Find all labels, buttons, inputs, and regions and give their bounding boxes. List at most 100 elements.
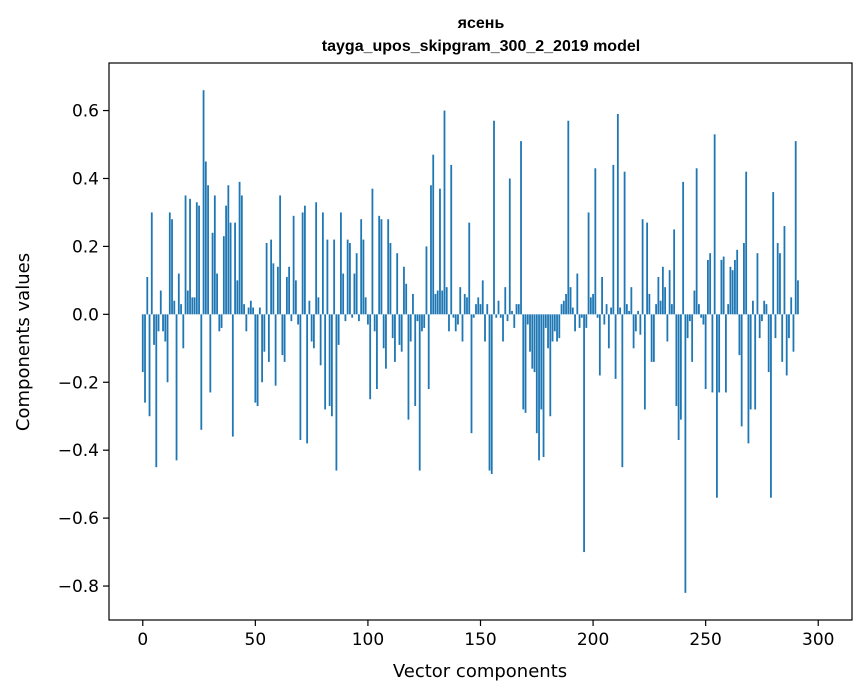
- bar-component-137: [450, 164, 453, 315]
- bar-component-246: [695, 168, 698, 315]
- bar-component-18: [182, 314, 185, 349]
- bar-component-41: [234, 222, 236, 315]
- bar-component-255: [716, 314, 718, 498]
- bar-component-181: [549, 314, 552, 417]
- bar-component-81: [324, 314, 327, 410]
- bar-component-197: [585, 314, 588, 328]
- bar-component-148: [475, 304, 477, 315]
- bar-component-30: [209, 314, 212, 393]
- bar-component-37: [225, 205, 227, 315]
- y-tick-label: −0.8: [58, 577, 99, 597]
- bar-component-220: [637, 310, 640, 315]
- y-tick-label: −0.4: [58, 441, 99, 461]
- bar-component-64: [285, 276, 288, 315]
- bar-component-142: [461, 314, 464, 342]
- bar-component-252: [709, 253, 712, 315]
- y-tick-label: 0.4: [72, 169, 99, 189]
- bar-series: [141, 90, 799, 593]
- bar-component-70: [299, 314, 302, 440]
- bar-component-46: [245, 314, 248, 332]
- bar-component-3: [148, 314, 151, 417]
- bar-component-274: [758, 314, 761, 339]
- bar-component-127: [427, 314, 430, 390]
- bar-component-4: [150, 212, 153, 315]
- bar-component-247: [698, 304, 700, 315]
- bar-component-67: [292, 215, 295, 315]
- y-tick-label: −0.6: [58, 509, 99, 529]
- y-tick-label: 0.6: [72, 102, 99, 122]
- bar-component-239: [679, 314, 682, 420]
- bar-component-276: [763, 300, 766, 315]
- bar-component-194: [578, 314, 581, 328]
- bar-component-117: [405, 283, 408, 315]
- bar-component-164: [511, 310, 513, 315]
- bar-component-213: [621, 314, 624, 468]
- bar-component-79: [319, 314, 322, 366]
- bar-component-256: [718, 314, 721, 393]
- bar-component-212: [619, 307, 621, 315]
- bar-component-132: [439, 188, 441, 315]
- bar-component-260: [727, 304, 730, 315]
- x-axis-ticks: 0 50 100 150 200 250 300: [137, 620, 834, 650]
- bar-component-218: [632, 314, 635, 349]
- bar-component-55: [265, 243, 268, 315]
- bar-component-120: [412, 293, 414, 315]
- bar-component-68: [294, 280, 297, 315]
- bar-component-108: [385, 314, 387, 369]
- bar-component-273: [756, 253, 759, 315]
- bar-component-113: [396, 253, 399, 315]
- bar-component-158: [497, 300, 500, 315]
- bar-component-109: [387, 219, 390, 315]
- bar-component-169: [522, 314, 525, 410]
- bar-component-222: [641, 219, 644, 315]
- bar-component-184: [556, 314, 558, 342]
- bar-component-152: [484, 314, 486, 342]
- bar-component-72: [303, 205, 306, 315]
- bar-component-93: [351, 314, 354, 318]
- bar-component-172: [529, 314, 531, 352]
- bar-component-103: [373, 314, 376, 332]
- bar-component-75: [310, 314, 313, 342]
- bar-component-121: [414, 314, 417, 407]
- bar-component-283: [779, 253, 781, 315]
- bar-component-166: [515, 304, 518, 315]
- bar-component-82: [326, 239, 329, 315]
- bar-component-0: [141, 314, 144, 373]
- bar-component-207: [607, 314, 610, 349]
- bar-component-156: [493, 120, 495, 315]
- bar-component-34: [218, 314, 221, 332]
- bar-component-235: [670, 304, 673, 315]
- bar-component-54: [263, 314, 266, 352]
- bar-component-163: [508, 178, 511, 315]
- bar-component-73: [306, 314, 309, 444]
- bar-component-39: [229, 222, 232, 315]
- bar-component-257: [720, 259, 723, 315]
- bar-component-146: [470, 314, 473, 434]
- bar-component-291: [797, 280, 799, 315]
- bar-component-201: [594, 168, 597, 315]
- bar-component-107: [382, 314, 385, 349]
- bar-component-31: [211, 232, 214, 315]
- bar-component-144: [466, 297, 468, 315]
- bar-component-188: [565, 293, 567, 315]
- bar-component-21: [189, 198, 191, 315]
- bar-component-271: [752, 300, 754, 315]
- bar-component-125: [423, 314, 426, 328]
- bar-component-267: [743, 243, 745, 315]
- bar-component-268: [745, 171, 748, 315]
- bar-component-114: [398, 314, 401, 345]
- bar-component-71: [301, 212, 304, 315]
- bar-component-182: [551, 314, 554, 342]
- bar-component-286: [785, 314, 788, 376]
- bar-component-5: [153, 314, 155, 345]
- bar-component-161: [504, 287, 507, 315]
- bar-component-123: [418, 314, 421, 471]
- bar-component-209: [612, 164, 615, 315]
- bar-component-135: [445, 287, 448, 315]
- bar-component-29: [207, 185, 209, 315]
- bar-component-111: [391, 314, 394, 339]
- bar-component-173: [531, 314, 534, 369]
- bar-component-19: [184, 195, 187, 315]
- bar-component-59: [274, 314, 277, 386]
- bar-component-233: [666, 314, 669, 342]
